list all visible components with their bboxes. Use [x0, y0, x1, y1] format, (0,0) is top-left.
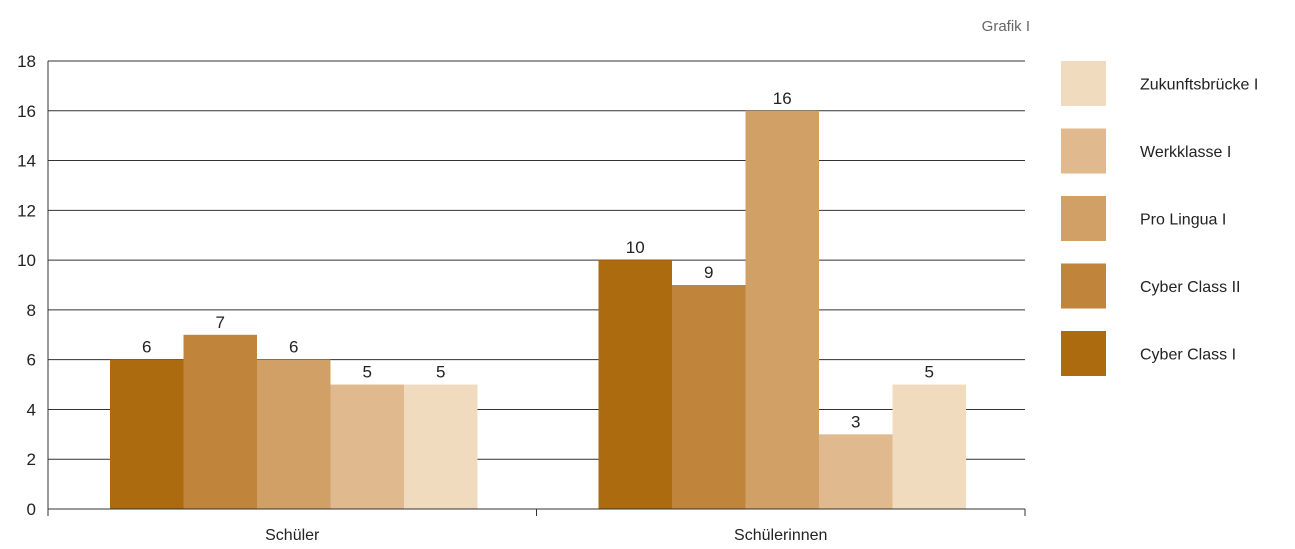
data-label: 9	[704, 263, 713, 282]
bar	[330, 384, 404, 509]
data-label: 5	[363, 363, 372, 382]
bars	[110, 110, 966, 510]
y-tick-label: 10	[17, 251, 36, 270]
bar	[257, 359, 331, 509]
data-label: 16	[773, 89, 792, 108]
legend-swatch	[1061, 196, 1106, 241]
bar	[598, 260, 672, 509]
axes: 0 2 4 6 8 10 12 14 16 18 Schüler Schülerinnen	[17, 52, 1026, 544]
data-labels: 6 7 6 5 5 10 9 16 3 5	[142, 89, 934, 432]
x-category-label: Schüler	[265, 527, 320, 544]
legend-swatch	[1061, 61, 1106, 106]
data-label: 10	[626, 238, 645, 257]
data-label: 6	[289, 338, 298, 357]
y-tick-label: 12	[17, 201, 36, 220]
legend-label: Cyber Class I	[1140, 347, 1236, 364]
data-label: 5	[436, 363, 445, 382]
data-label: 6	[142, 338, 151, 357]
bar	[745, 110, 819, 510]
bar	[892, 384, 966, 509]
legend-swatch	[1061, 263, 1106, 309]
bar	[819, 434, 893, 509]
bar	[110, 359, 184, 509]
legend-swatch	[1061, 331, 1106, 376]
y-tick-label: 14	[17, 152, 36, 171]
bar	[672, 285, 746, 509]
y-tick-label: 16	[17, 102, 36, 121]
data-label: 7	[216, 313, 225, 332]
y-tick-label: 2	[27, 450, 36, 469]
y-tick-label: 6	[27, 351, 36, 370]
legend: Zukunftsbrücke I Werkklasse I Pro Lingua I…	[1061, 61, 1258, 376]
legend-label: Cyber Class II	[1140, 279, 1240, 296]
legend-label: Pro Lingua I	[1140, 212, 1226, 229]
chart-caption: Grafik I	[982, 18, 1030, 35]
y-tick-label: 0	[27, 500, 36, 519]
y-tick-label: 4	[27, 400, 36, 419]
x-category-label: Schülerinnen	[734, 527, 827, 544]
bar	[183, 334, 257, 509]
data-label: 5	[925, 363, 934, 382]
y-tick-label: 8	[27, 301, 36, 320]
legend-swatch	[1061, 128, 1106, 174]
data-label: 3	[851, 412, 860, 431]
legend-label: Werkklasse I	[1140, 144, 1231, 161]
legend-label: Zukunftsbrücke I	[1140, 77, 1258, 94]
bar	[404, 384, 478, 509]
y-tick-label: 18	[17, 52, 36, 71]
